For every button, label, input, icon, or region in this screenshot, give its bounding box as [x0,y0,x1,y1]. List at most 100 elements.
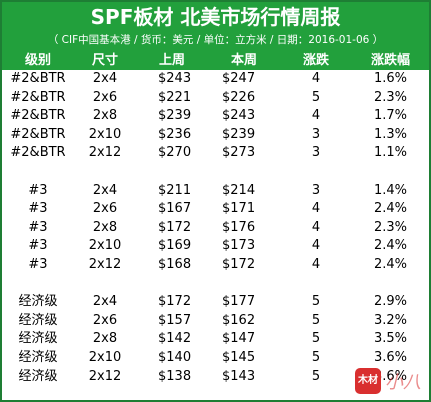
cell-size: 2x10 [88,126,122,142]
cell-this-week: $177 [222,294,256,310]
cell-last-week: $243 [158,71,192,86]
report-header: SPF板材 北美市场行情周报 （ CIF中国基本港 / 货币：美元 / 单位：立… [2,2,429,52]
cell-last-week: $239 [158,108,192,124]
table-row: 经济级 2x10 $140 $145 5 3.6% [2,349,429,368]
column-header-change: 涨跌 [302,53,329,68]
cell-grade: #3 [28,201,48,217]
cell-change: 3 [311,126,321,142]
cell-change-pct: 1.6% [373,71,407,86]
cell-this-week: $173 [222,238,256,254]
cell-change-pct: 1.1% [373,145,407,161]
cell-grade: #3 [28,238,48,254]
cell-change: 4 [311,256,321,272]
cell-grade: #2&BTR [10,89,66,105]
cell-this-week: $239 [222,126,256,142]
cell-size: 2x8 [92,219,118,235]
cell-change-pct: 3.5% [373,331,407,347]
report-subtitle: （ CIF中国基本港 / 货币：美元 / 单位：立方米 / 日期：2016-01… [47,34,384,46]
cell-grade: #2&BTR [10,71,66,86]
cell-change-pct: 2.4% [373,256,407,272]
table-row: 经济级 2x6 $157 $162 5 3.2% [2,312,429,331]
cell-size: 2x12 [88,368,122,384]
cell-last-week: $221 [158,89,192,105]
cell-grade: 经济级 [18,349,58,365]
cell-change-pct: 2.4% [373,238,407,254]
cell-grade: #3 [28,182,48,198]
table-row: 经济级 2x12 $138 $143 5 3.6% [2,368,429,387]
cell-grade: #2&BTR [10,108,66,124]
cell-change: 5 [311,294,321,310]
cell-size: 2x8 [92,331,118,347]
cell-size: 2x10 [88,349,122,365]
cell-last-week: $140 [158,349,192,365]
cell-this-week: $147 [222,331,256,347]
cell-this-week: $243 [222,108,256,124]
report-title: SPF板材 北美市场行情周报 [90,5,341,29]
cell-size: 2x6 [92,201,118,217]
cell-last-week: $172 [158,294,192,310]
cell-grade: #2&BTR [10,126,66,142]
table-header-row: 级别 尺寸 上周 本周 涨跌 涨跌幅 [2,52,429,70]
cell-last-week: $172 [158,219,192,235]
cell-this-week: $226 [222,89,256,105]
column-header-grade: 级别 [24,53,51,68]
cell-grade: #3 [28,256,48,272]
cell-change-pct: 3.6% [373,349,407,365]
cell-this-week: $145 [222,349,256,365]
cell-change: 5 [311,312,321,328]
table-row: #2&BTR 2x10 $236 $239 3 1.3% [2,126,429,145]
cell-change-pct: 2.4% [373,201,407,217]
cell-this-week: $143 [222,368,256,384]
cell-change: 5 [311,349,321,365]
cell-size: 2x12 [88,145,122,161]
cell-change-pct: 1.7% [373,108,407,124]
table-row: #2&BTR 2x6 $221 $226 5 2.3% [2,89,429,108]
table-row: #2&BTR 2x8 $239 $243 4 1.7% [2,107,429,126]
table-row: 经济级 2x4 $172 $177 5 2.9% [2,293,429,312]
cell-last-week: $236 [158,126,192,142]
cell-change-pct: 3.6% [373,368,407,384]
cell-last-week: $157 [158,312,192,328]
cell-last-week: $138 [158,368,192,384]
cell-size: 2x6 [92,89,118,105]
cell-this-week: $247 [222,71,256,86]
cell-change: 4 [311,219,321,235]
cell-change: 4 [311,238,321,254]
cell-change-pct: 1.4% [373,182,407,198]
table-row: #3 2x4 $211 $214 3 1.4% [2,182,429,201]
cell-last-week: $142 [158,331,192,347]
cell-change: 5 [311,89,321,105]
cell-size: 2x10 [88,238,122,254]
cell-change: 4 [311,108,321,124]
cell-last-week: $169 [158,238,192,254]
table-row: #2&BTR 2x4 $243 $247 4 1.6% [2,70,429,89]
group-spacer [2,275,429,294]
cell-grade: 经济级 [18,312,58,328]
cell-grade: #3 [28,219,48,235]
cell-size: 2x8 [92,108,118,124]
cell-grade: 经济级 [18,368,58,384]
cell-this-week: $172 [222,256,256,272]
table-row: #3 2x6 $167 $171 4 2.4% [2,200,429,219]
cell-size: 2x12 [88,256,122,272]
cell-grade: 经济级 [18,331,58,347]
table-row: #3 2x10 $169 $173 4 2.4% [2,237,429,256]
cell-change: 5 [311,368,321,384]
cell-grade: #2&BTR [10,145,66,161]
cell-this-week: $214 [222,182,256,198]
group-spacer [2,163,429,182]
cell-change-pct: 1.3% [373,126,407,142]
cell-change: 3 [311,145,321,161]
column-header-this-week: 本周 [230,53,257,68]
cell-change-pct: 2.3% [373,219,407,235]
table-row: #3 2x12 $168 $172 4 2.4% [2,256,429,275]
cell-change: 4 [311,201,321,217]
cell-this-week: $171 [222,201,256,217]
cell-change-pct: 3.2% [373,312,407,328]
cell-last-week: $211 [158,182,192,198]
table-body: #2&BTR 2x4 $243 $247 4 1.6% #2&BTR 2x6 $221 $226 5… [2,70,429,386]
cell-this-week: $162 [222,312,256,328]
cell-this-week: $273 [222,145,256,161]
cell-size: 2x4 [92,182,118,198]
